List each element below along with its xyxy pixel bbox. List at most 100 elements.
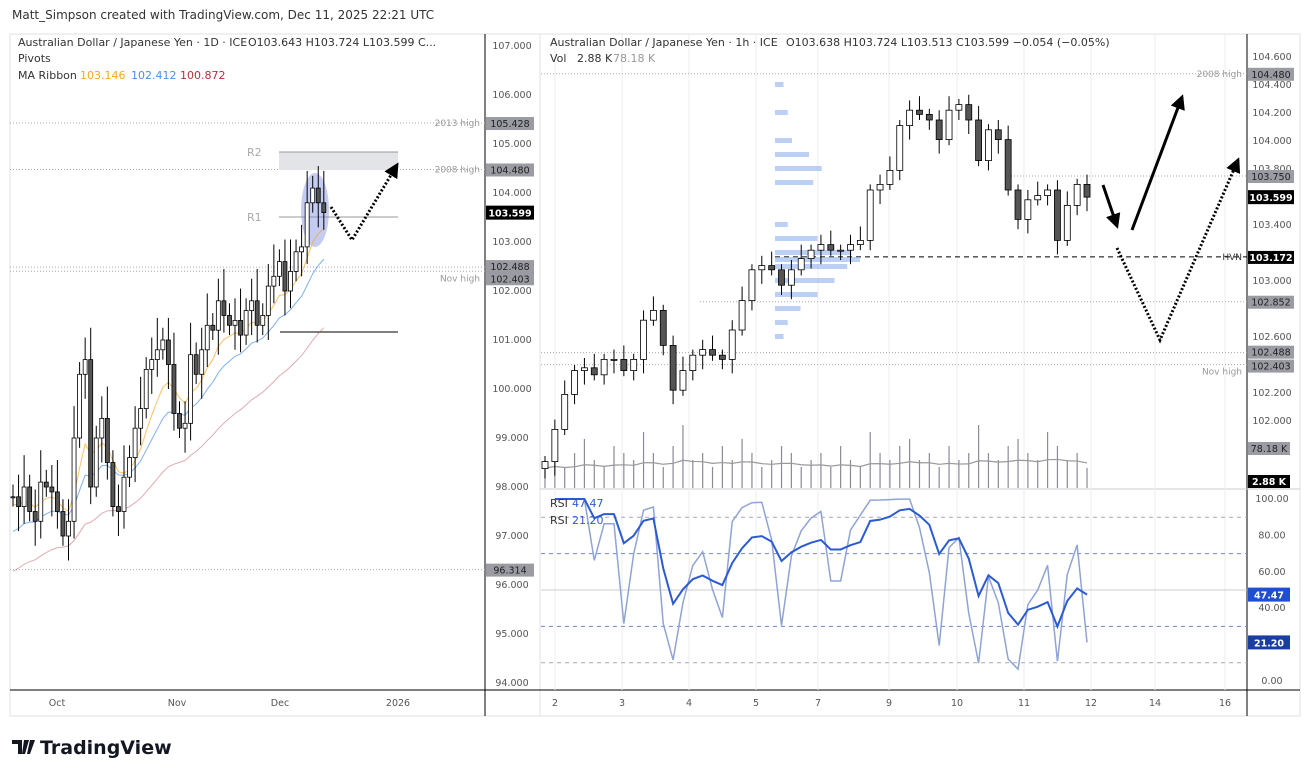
candle-body bbox=[827, 244, 835, 251]
candle-body bbox=[925, 114, 933, 121]
candle-body bbox=[738, 300, 746, 331]
volume-profile-bar bbox=[775, 222, 788, 227]
candle-body bbox=[204, 324, 210, 351]
candle-body bbox=[171, 364, 177, 414]
level-label: HVN bbox=[1222, 253, 1242, 263]
left-price-axis[interactable]: 107.000 106.000 105.000 104.000 103.000 102.0… bbox=[492, 41, 531, 689]
candle-body bbox=[177, 413, 182, 429]
candle-body bbox=[43, 481, 49, 488]
candle-body bbox=[210, 324, 216, 331]
credit-text: Matt_Simpson created with TradingView.co… bbox=[12, 8, 434, 22]
candle-body bbox=[193, 354, 199, 375]
left-symbol-title[interactable]: Australian Dollar / Japanese Yen · 1D · … bbox=[18, 36, 247, 49]
ma-ribbon-indicator[interactable]: MA Ribbon bbox=[18, 69, 77, 82]
volume-profile-bar bbox=[775, 152, 809, 157]
price-tick: 105.000 bbox=[492, 139, 531, 150]
r2-zone bbox=[279, 152, 398, 170]
candle-body bbox=[718, 354, 726, 360]
candle-body bbox=[551, 428, 559, 462]
volume-profile-bar bbox=[775, 278, 835, 283]
left-legend: Australian Dollar / Japanese Yen · 1D · … bbox=[18, 36, 436, 82]
candle-body bbox=[232, 319, 238, 326]
volume-bars bbox=[544, 425, 1088, 488]
time-tick: 9 bbox=[886, 698, 892, 709]
price-tick: 97.000 bbox=[495, 531, 528, 542]
level-label: Nov high bbox=[440, 274, 480, 284]
volume-profile-bar bbox=[775, 138, 792, 143]
volume-indicator[interactable]: Vol bbox=[550, 52, 566, 65]
left-time-axis[interactable]: Oct Nov Dec 2026 bbox=[49, 698, 410, 709]
candle-body bbox=[10, 496, 16, 499]
rsi-indicator-2[interactable]: RSI bbox=[550, 514, 568, 527]
candle-body bbox=[238, 319, 243, 336]
candle-body bbox=[227, 315, 232, 326]
time-tick: 10 bbox=[951, 698, 963, 709]
candle-body bbox=[260, 315, 266, 326]
candle-body bbox=[271, 275, 277, 287]
candle-body bbox=[154, 349, 160, 360]
time-tick: 14 bbox=[1149, 698, 1161, 709]
candle-body bbox=[728, 329, 736, 360]
last-price-badge bbox=[1248, 190, 1294, 205]
price-badge-text: 104.480 bbox=[1251, 70, 1290, 81]
tradingview-logo[interactable]: TradingView bbox=[12, 737, 172, 759]
price-tick: 100.000 bbox=[492, 384, 531, 395]
candle-body bbox=[1044, 189, 1051, 196]
candle-body bbox=[276, 261, 282, 277]
rsi-indicator-1[interactable]: RSI bbox=[550, 497, 568, 510]
candle-body bbox=[906, 109, 914, 126]
volume-profile-bar bbox=[775, 166, 822, 171]
rsi-line-1 bbox=[554, 498, 1088, 630]
candle-body bbox=[82, 359, 88, 375]
price-tick: 104.600 bbox=[1252, 52, 1291, 63]
price-tick: 102.200 bbox=[1252, 388, 1291, 399]
candle-body bbox=[679, 370, 687, 391]
candle-body bbox=[975, 119, 982, 161]
price-tick: 95.000 bbox=[495, 629, 528, 640]
volume-profile-bar bbox=[775, 110, 788, 115]
right-price-axis[interactable]: 104.600 104.400 104.200 104.000 103.800 103.4… bbox=[1252, 52, 1291, 687]
price-tick: 101.000 bbox=[492, 335, 531, 346]
volume-profile-bar bbox=[775, 292, 818, 297]
volume-badge bbox=[1248, 475, 1290, 488]
right-time-axis[interactable]: 2 3 4 5 7 9 10 11 12 14 16 bbox=[552, 698, 1231, 709]
candle-body bbox=[265, 285, 271, 316]
price-badge-text: 102.852 bbox=[1251, 298, 1290, 309]
rsi-levels bbox=[541, 516, 1247, 664]
left-level-lines: 2013 high 2008 high Nov high bbox=[10, 119, 485, 571]
volume-profile-bar bbox=[775, 257, 860, 262]
time-tick: 2026 bbox=[386, 698, 410, 709]
candle-body bbox=[282, 261, 288, 292]
right-symbol-title[interactable]: Australian Dollar / Japanese Yen · 1h · … bbox=[550, 36, 778, 49]
candle-body bbox=[581, 367, 588, 371]
pivots-indicator[interactable]: Pivots bbox=[18, 52, 51, 65]
price-tick: 102.600 bbox=[1252, 332, 1291, 343]
candle-body bbox=[1014, 189, 1022, 220]
candle-body bbox=[77, 373, 82, 439]
candle-body bbox=[254, 300, 260, 326]
candle-body bbox=[945, 109, 953, 140]
up-arrow bbox=[1130, 94, 1185, 231]
candle-body bbox=[1024, 199, 1032, 220]
time-tick: 5 bbox=[753, 698, 759, 709]
rsi-tick: 80.00 bbox=[1258, 530, 1285, 541]
candle-body bbox=[143, 368, 149, 409]
candle-body bbox=[669, 344, 677, 391]
price-tick: 103.400 bbox=[1252, 220, 1291, 231]
candle-body bbox=[620, 358, 628, 371]
r1-label: R1 bbox=[247, 211, 262, 224]
price-tick: 106.000 bbox=[492, 90, 531, 101]
candle-body bbox=[1054, 189, 1061, 241]
rsi-lines bbox=[554, 498, 1088, 671]
candle-body bbox=[104, 417, 110, 463]
price-badge bbox=[486, 117, 534, 131]
right-gridlines bbox=[554, 34, 1226, 690]
price-tick: 99.000 bbox=[495, 433, 528, 444]
candle-body bbox=[600, 358, 608, 376]
candle-body bbox=[38, 481, 44, 522]
left-candles bbox=[10, 166, 327, 561]
time-tick: 7 bbox=[815, 698, 821, 709]
volume-profile-bar bbox=[775, 82, 784, 87]
candle-body bbox=[748, 269, 756, 301]
